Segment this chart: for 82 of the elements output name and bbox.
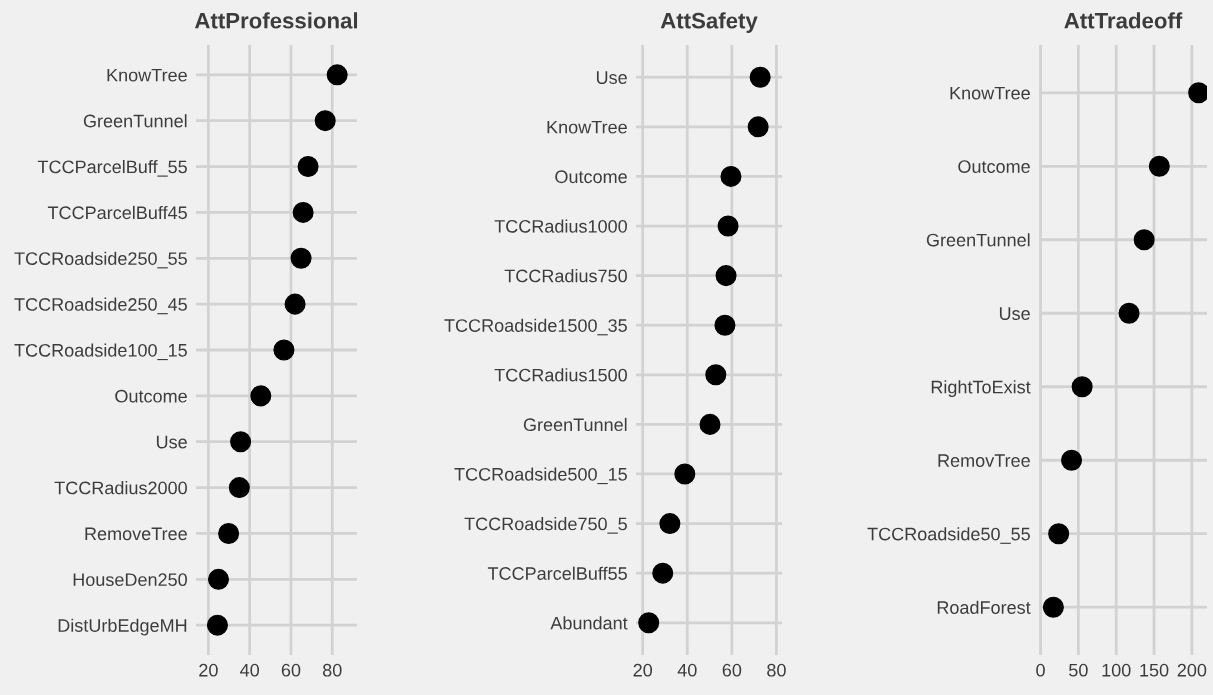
point [717,215,739,237]
y-tick-label: Use [596,71,627,84]
y-tick-label: TCCRoadside100_15 [14,343,187,361]
point [1118,302,1140,324]
x-tick-label: 80 [322,663,342,677]
chart-title: AttTradeoff [1064,12,1183,29]
point [314,110,336,132]
chart-title: AttProfessional [194,12,358,29]
point [720,165,742,187]
y-tick-label: TCCParcelBuff_55 [37,160,187,177]
x-tick-label: 40 [677,663,697,677]
y-tick-label: Outcome [958,160,1030,173]
point [206,614,228,636]
y-tick-label: TCCRadius750 [504,269,627,283]
point [1048,523,1070,545]
x-tick-label: 50 [1069,663,1088,677]
x-tick-label: 20 [633,663,653,677]
point [250,385,272,407]
point [705,364,727,386]
y-tick-label: Outcome [555,170,627,184]
point [326,64,348,86]
point [207,568,230,590]
y-tick-label: DistUrbEdgeMH [58,618,187,636]
y-tick-label: TCCRadius1500 [494,368,627,382]
point [1042,596,1064,618]
x-tick-label: 60 [281,663,301,677]
y-tick-label: GreenTunnel [523,417,627,432]
y-tick-label: RightToExist [931,380,1031,398]
y-tick-label: HouseDen250 [73,573,187,587]
x-tick-label: 80 [767,663,786,677]
point [715,265,737,287]
point [273,339,295,361]
point [1188,82,1207,104]
y-tick-label: Abundant [550,616,628,630]
point [714,314,736,336]
point [284,293,306,315]
y-tick-label: TCCRoadside500_15 [454,467,627,485]
point [297,156,319,178]
chart-title: AttSafety [660,12,758,33]
y-tick-label: RemoveTree [85,527,187,541]
point [290,247,312,269]
y-tick-label: RemovTree [938,454,1030,467]
y-tick-label: Use [999,307,1030,320]
x-tick-label: 200 [1177,663,1207,677]
point [1061,449,1083,471]
point [1071,376,1093,398]
point [747,116,769,138]
point [652,562,674,584]
y-tick-label: TCCParcelBuff55 [487,566,627,580]
y-tick-label: TCCRoadside250_45 [14,297,187,315]
y-tick-label: GreenTunnel [926,233,1030,247]
point [659,513,681,535]
x-tick-label: 20 [199,663,218,677]
y-tick-label: GreenTunnel [83,114,187,128]
point [1133,229,1155,251]
point [228,477,250,499]
x-tick-label: 100 [1102,663,1131,677]
point [1148,155,1170,177]
point [218,522,240,544]
x-tick-label: 0 [1036,663,1045,677]
x-tick-label: 40 [240,663,259,677]
y-tick-label: Outcome [115,389,187,403]
point [292,201,314,223]
y-tick-label: TCCRadius1000 [494,219,627,233]
y-tick-label: TCCParcelBuff45 [47,205,187,220]
point [749,66,771,88]
y-tick-label: TCCRoadside750_5 [464,517,627,534]
x-tick-label: 60 [722,663,742,677]
y-tick-label: KnowTree [107,68,187,82]
y-tick-label: KnowTree [547,120,627,134]
y-tick-label: TCCRoadside1500_35 [444,318,627,336]
y-tick-label: TCCRoadside250_55 [14,251,187,269]
x-tick-label: 150 [1140,663,1169,677]
y-tick-label: Use [156,435,187,449]
point [230,431,252,453]
point [638,612,660,634]
point [699,413,721,435]
y-tick-label: KnowTree [950,86,1030,100]
y-tick-label: RoadForest [937,600,1031,614]
y-tick-label: TCCRadius2000 [54,481,187,495]
y-tick-label: TCCRoadside50_55 [867,527,1030,544]
point [674,463,696,485]
